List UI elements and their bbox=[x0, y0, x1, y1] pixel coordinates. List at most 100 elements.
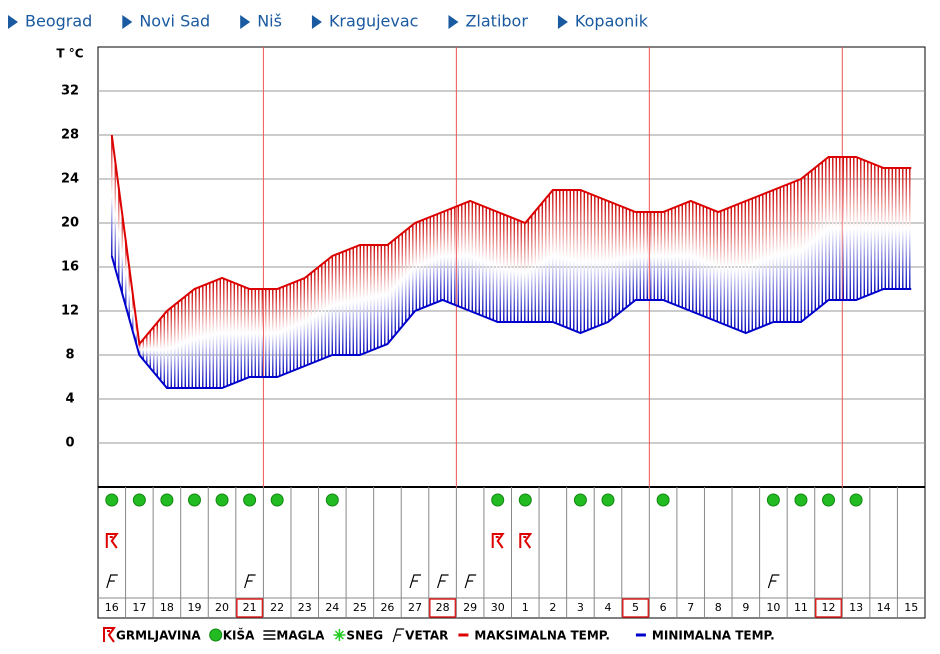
y-tick-label: 0 bbox=[65, 436, 74, 451]
temp-band bbox=[279, 287, 281, 376]
temp-band bbox=[443, 211, 445, 301]
temp-band bbox=[128, 267, 130, 319]
x-tick-label: 29 bbox=[463, 601, 477, 614]
temp-band bbox=[709, 208, 711, 319]
temp-band bbox=[317, 267, 319, 361]
wind-icon bbox=[767, 574, 780, 589]
temp-band bbox=[149, 330, 151, 369]
temp-band bbox=[825, 159, 827, 303]
temp-band bbox=[818, 164, 820, 308]
y-tick-label: 28 bbox=[61, 128, 79, 143]
temp-band bbox=[191, 290, 193, 388]
nav-arrow bbox=[448, 15, 459, 29]
temp-band bbox=[520, 221, 522, 322]
temp-band bbox=[832, 157, 834, 300]
rain-icon bbox=[849, 493, 863, 507]
temp-band bbox=[401, 233, 403, 327]
x-tick-label: 21 bbox=[243, 601, 257, 614]
temp-band bbox=[163, 314, 165, 385]
temp-band bbox=[205, 284, 207, 388]
temp-band bbox=[345, 250, 347, 355]
x-tick-label: 5 bbox=[632, 601, 639, 614]
temp-band bbox=[538, 206, 540, 322]
x-tick-label: 17 bbox=[132, 601, 146, 614]
thunder-icon bbox=[491, 533, 505, 549]
temp-band bbox=[307, 275, 309, 365]
legend-label: VETAR bbox=[405, 629, 448, 643]
temp-band bbox=[590, 194, 592, 329]
temp-band bbox=[783, 185, 785, 322]
temp-band bbox=[132, 294, 134, 332]
temp-band bbox=[447, 209, 449, 303]
temp-band bbox=[356, 246, 358, 355]
temp-band bbox=[181, 299, 183, 388]
temp-band bbox=[639, 212, 641, 300]
fog-icon bbox=[263, 630, 276, 640]
temp-band bbox=[303, 278, 305, 367]
temp-band bbox=[314, 269, 316, 362]
nav-link[interactable]: Novi Sad bbox=[139, 12, 210, 31]
temp-band bbox=[793, 181, 795, 322]
rain-icon bbox=[160, 493, 174, 507]
x-tick-label: 24 bbox=[325, 601, 339, 614]
temp-band bbox=[419, 221, 421, 310]
temp-band bbox=[765, 192, 767, 325]
y-tick-label: 24 bbox=[61, 172, 79, 187]
temp-band bbox=[716, 211, 718, 322]
temp-band bbox=[286, 285, 288, 374]
temp-band bbox=[720, 210, 722, 324]
wind-icon bbox=[244, 574, 256, 589]
y-tick-label: 4 bbox=[65, 392, 74, 407]
temp-band bbox=[524, 222, 526, 322]
nav-link[interactable]: Kragujevac bbox=[329, 12, 419, 31]
wind-icon bbox=[409, 574, 422, 589]
temp-band bbox=[772, 190, 774, 323]
temp-band bbox=[216, 280, 218, 388]
nav-link[interactable]: Niš bbox=[257, 12, 282, 31]
temp-band bbox=[293, 282, 295, 371]
temp-band bbox=[111, 135, 113, 256]
nav-link[interactable]: Zlatibor bbox=[465, 12, 528, 31]
nav-link[interactable]: Kopaonik bbox=[575, 12, 649, 31]
x-tick-label: 1 bbox=[522, 601, 529, 614]
x-tick-label: 11 bbox=[794, 601, 808, 614]
temp-band bbox=[489, 208, 491, 319]
temp-band bbox=[650, 212, 652, 300]
thunder-icon bbox=[103, 627, 116, 643]
x-tick-label: 8 bbox=[715, 601, 722, 614]
legend-label: KIŠA bbox=[223, 628, 255, 643]
temp-band bbox=[744, 201, 746, 333]
temp-band bbox=[860, 158, 862, 299]
temp-band bbox=[363, 245, 365, 354]
temp-band bbox=[135, 320, 137, 344]
nav-arrow bbox=[557, 15, 568, 29]
temp-band bbox=[244, 287, 246, 379]
nav-link[interactable]: Beograd bbox=[25, 12, 92, 31]
temp-band bbox=[877, 165, 879, 292]
x-tick-label: 20 bbox=[215, 601, 229, 614]
temp-band bbox=[692, 201, 694, 312]
temp-band bbox=[839, 157, 841, 300]
x-tick-label: 22 bbox=[270, 601, 284, 614]
temp-band bbox=[118, 188, 120, 282]
temp-band bbox=[377, 245, 379, 348]
temp-band bbox=[828, 157, 830, 300]
temp-band bbox=[604, 199, 606, 324]
temp-band bbox=[412, 224, 414, 314]
y-axis-label: T °C bbox=[56, 47, 83, 61]
temp-band bbox=[384, 245, 386, 346]
temp-band bbox=[657, 212, 659, 300]
temp-band bbox=[580, 190, 582, 333]
x-tick-label: 9 bbox=[742, 601, 749, 614]
x-tick-label: 27 bbox=[408, 601, 422, 614]
temp-band bbox=[198, 287, 200, 388]
wind-icon bbox=[392, 628, 405, 643]
temp-band bbox=[587, 192, 589, 331]
highlight-box bbox=[814, 598, 843, 618]
temp-band bbox=[454, 207, 456, 305]
temp-band bbox=[597, 197, 599, 326]
temp-band bbox=[184, 296, 186, 388]
temp-band bbox=[748, 199, 750, 332]
temp-band bbox=[517, 220, 519, 322]
temp-band bbox=[373, 245, 375, 350]
